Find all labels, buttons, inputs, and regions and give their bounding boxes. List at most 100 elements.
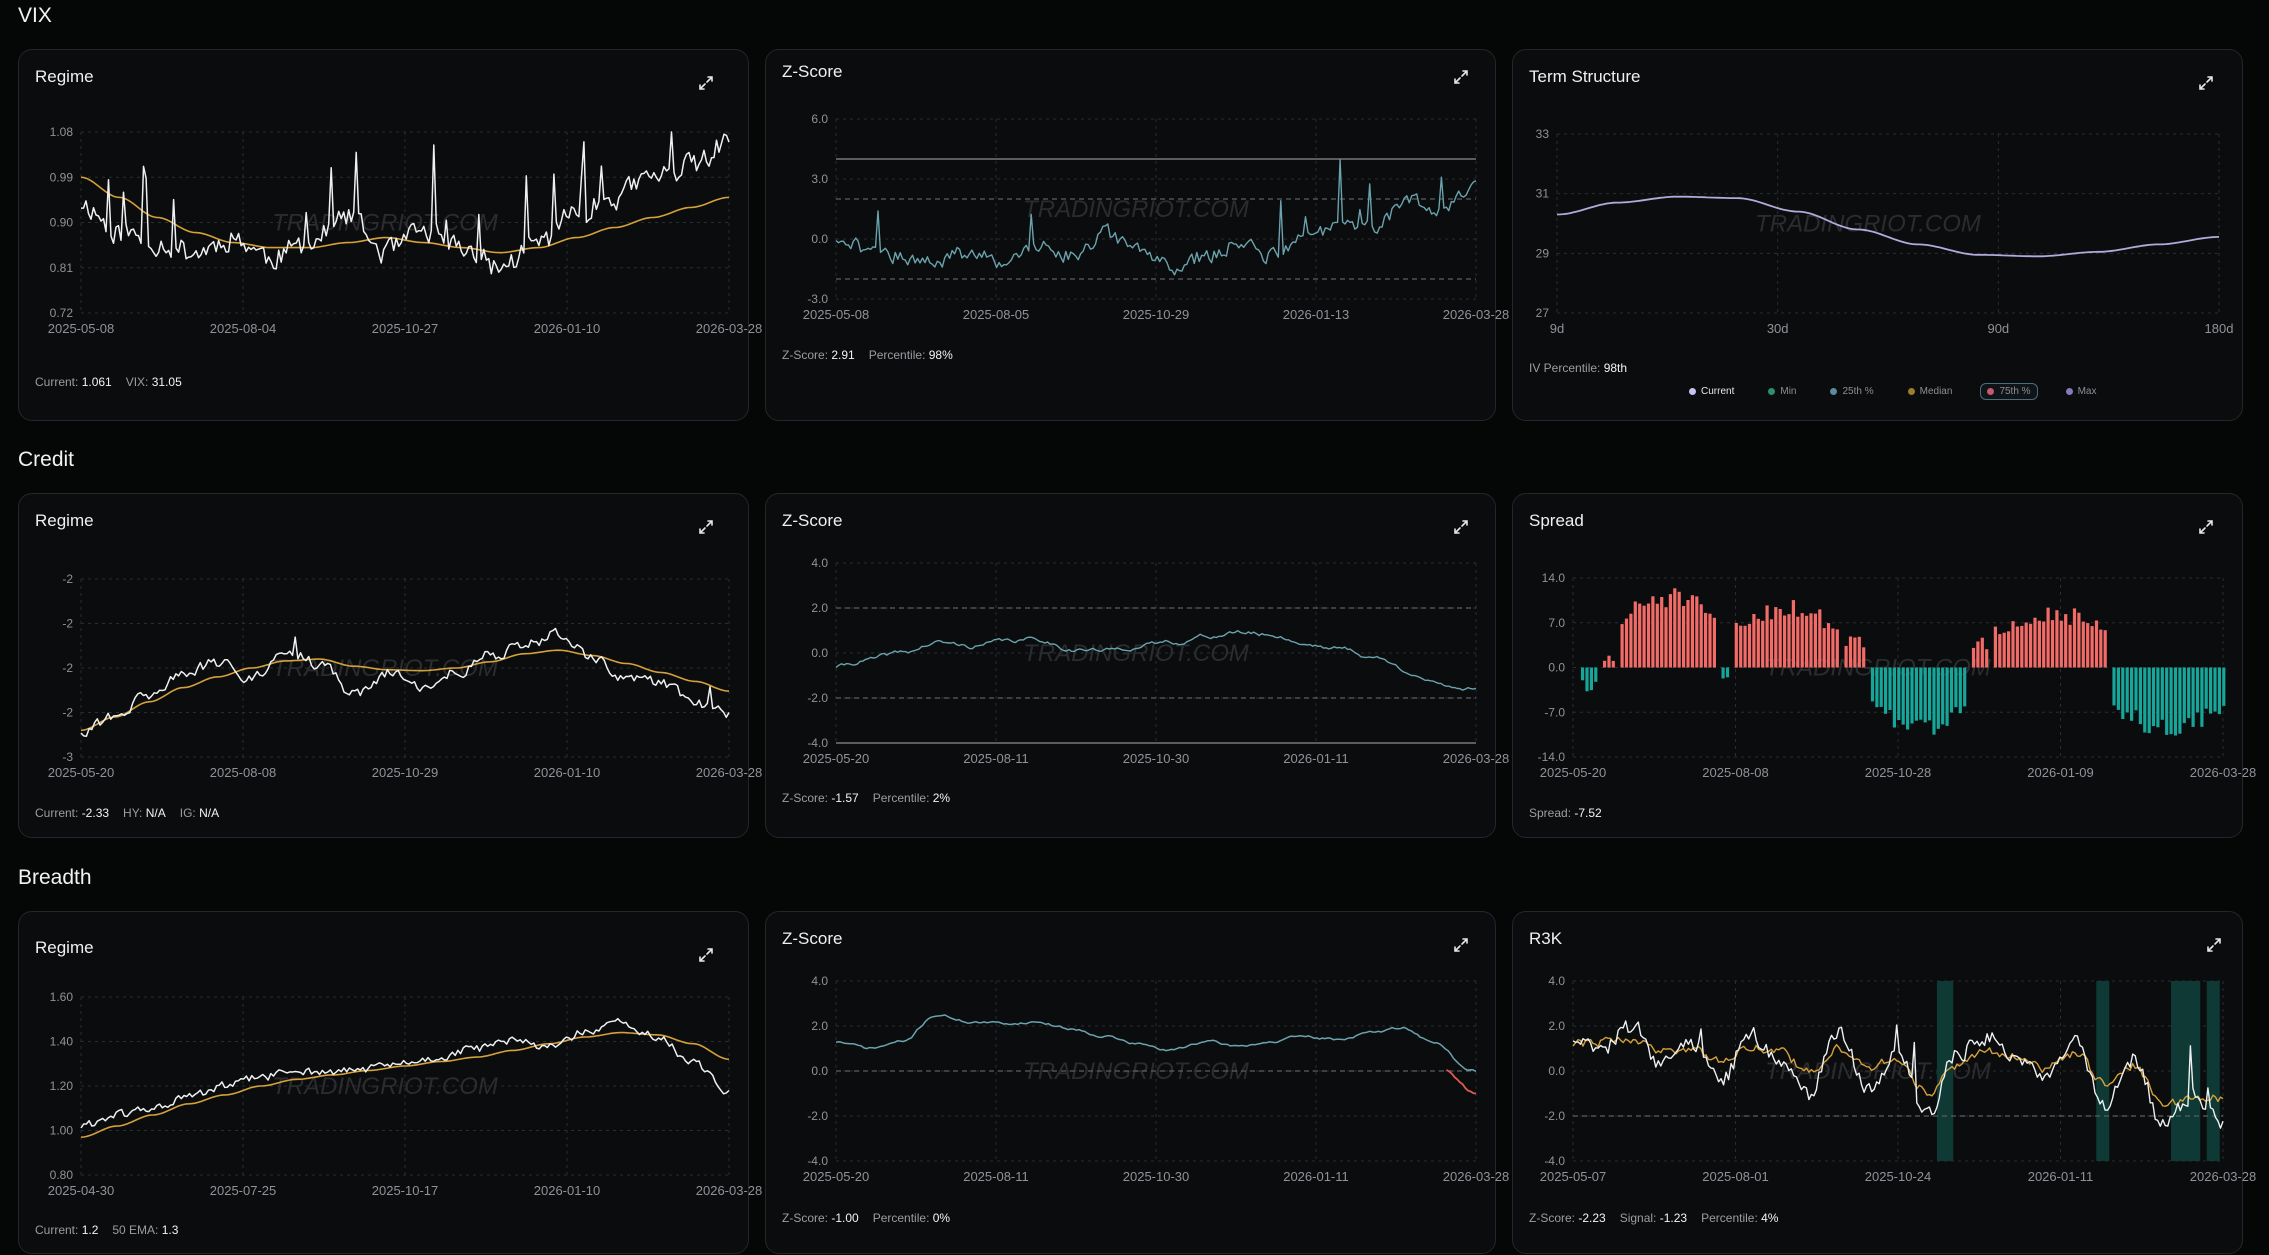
spread-bar-negative	[2138, 667, 2142, 725]
expand-button[interactable]	[2193, 70, 2219, 96]
legend-item[interactable]: Current	[1683, 383, 1740, 400]
footer-value: 98%	[928, 348, 953, 362]
signal-line	[1572, 1036, 2224, 1107]
spread-bar-positive	[2103, 630, 2107, 668]
vix-term-structure-card: Term Structure IV Percentile: 98th 33 31 29…	[1512, 49, 2243, 421]
y-tick-label: -2	[62, 661, 73, 675]
x-tick-label: 9d	[1550, 321, 1564, 336]
card-title: Spread	[1529, 511, 1584, 530]
expand-button[interactable]	[1448, 64, 1474, 90]
footer-value: 2%	[932, 791, 951, 805]
x-tick-label: 2025-10-29	[372, 765, 439, 780]
spread-bar-negative	[2204, 667, 2208, 709]
footer-label: Z-Score: -2.23	[1529, 1211, 1606, 1225]
card-title: Z-Score	[782, 62, 843, 81]
legend-item[interactable]: Max	[2060, 383, 2103, 400]
spread-bar-positive	[2059, 620, 2063, 668]
spread-bar-negative	[2147, 667, 2151, 734]
spread-bar-negative	[2182, 667, 2186, 724]
footer-value: 0%	[932, 1211, 951, 1225]
spread-bar-positive	[1607, 655, 1611, 668]
expand-icon	[699, 520, 713, 534]
y-tick-label: 6.0	[811, 112, 828, 126]
y-tick-label: 4.0	[1548, 974, 1565, 988]
expand-button[interactable]	[1448, 514, 1474, 540]
card-title: Regime	[35, 938, 94, 957]
expand-button[interactable]	[693, 514, 719, 540]
spread-bar-positive	[1699, 604, 1703, 668]
expand-icon	[1454, 938, 1468, 952]
expand-button[interactable]	[693, 70, 719, 96]
spread-bar-negative	[2165, 667, 2169, 735]
x-tick-label: 180d	[2205, 321, 2234, 336]
spread-bar-positive	[1690, 595, 1694, 668]
spread-bar-positive	[2072, 608, 2077, 668]
expand-button[interactable]	[2193, 514, 2219, 540]
y-tick-label: -4.0	[807, 1154, 828, 1168]
x-tick-label: 2025-08-08	[210, 765, 277, 780]
card-footer: IV Percentile: 98th	[1529, 361, 1627, 375]
footer-label: Current: 1.061	[35, 375, 112, 389]
card-footer: Z-Score: -1.00 Percentile: 0%	[782, 1211, 950, 1225]
y-tick-label: 1.20	[50, 1079, 74, 1093]
x-tick-label: 90d	[1987, 321, 2009, 336]
spread-bar-positive	[1853, 637, 1857, 668]
x-tick-label: 2025-08-11	[963, 1169, 1029, 1184]
y-tick-label: 0.99	[50, 170, 74, 184]
section-title-breadth: Breadth	[18, 866, 92, 889]
breadth-zscore-card: Z-Score Z-Score: -1.00 Percentile: 0% 4.0 2…	[765, 911, 1509, 1254]
x-tick-label: 2025-10-28	[1865, 765, 1932, 780]
legend-item[interactable]: 25th %	[1824, 383, 1879, 400]
footer-label: Signal: -1.23	[1619, 1211, 1688, 1225]
spread-bar-positive	[1783, 615, 1787, 668]
spread-bar-negative	[2151, 667, 2156, 727]
spread-bar-negative	[1589, 667, 1593, 691]
y-tick-label: 31	[1536, 187, 1550, 201]
spread-bar-positive	[1835, 629, 1839, 668]
card-title: Z-Score	[782, 511, 843, 530]
watermark: TRADINGRIOT.COM	[1023, 196, 1249, 223]
x-tick-label: 2026-03-28	[1443, 751, 1510, 766]
spread-bar-negative	[1725, 667, 1730, 678]
spread-bar-positive	[1862, 647, 1866, 668]
y-tick-label: -2.0	[1544, 1109, 1565, 1123]
expand-button[interactable]	[2201, 932, 2227, 958]
card-title: Regime	[35, 67, 94, 86]
breadth-r3k-card: R3K Z-Score: -2.23 Signal: -1.23 Percentil…	[1512, 911, 2257, 1254]
spread-bar-negative	[1949, 667, 1954, 713]
spread-bar-negative	[2125, 667, 2129, 713]
spread-bar-positive	[2064, 614, 2068, 668]
card-title: Z-Score	[782, 929, 843, 948]
spread-bar-negative	[1585, 667, 1589, 692]
expand-button[interactable]	[693, 942, 719, 968]
spread-bar-negative	[2134, 667, 2138, 711]
spread-bar-positive	[2011, 621, 2015, 668]
card-title: Regime	[35, 511, 94, 530]
legend-label: 25th %	[1842, 386, 1874, 397]
expand-icon	[699, 948, 713, 962]
spread-bar-positive	[2015, 626, 2019, 668]
legend-item[interactable]: Min	[1762, 383, 1802, 400]
spread-bar-negative	[1928, 667, 1932, 721]
x-tick-label: 2026-01-13	[1283, 307, 1350, 322]
spread-bar-positive	[1739, 625, 1743, 668]
spread-bar-positive	[1646, 603, 1651, 668]
legend-item[interactable]: Median	[1902, 383, 1959, 400]
spread-bar-positive	[1651, 596, 1655, 668]
section-title-vix: VIX	[18, 4, 52, 27]
spread-bar-negative	[1914, 667, 1918, 721]
footer-label: Current: 1.2	[35, 1223, 99, 1237]
spread-bar-positive	[2094, 620, 2099, 668]
spread-bar-positive	[1765, 605, 1769, 668]
footer-label: Percentile: 4%	[1701, 1211, 1779, 1225]
expand-button[interactable]	[1448, 932, 1474, 958]
expand-icon	[2199, 76, 2213, 90]
legend-item[interactable]: 75th %	[1980, 383, 2038, 400]
footer-label: Current: -2.33	[35, 806, 110, 820]
spread-bar-negative	[2209, 667, 2213, 714]
